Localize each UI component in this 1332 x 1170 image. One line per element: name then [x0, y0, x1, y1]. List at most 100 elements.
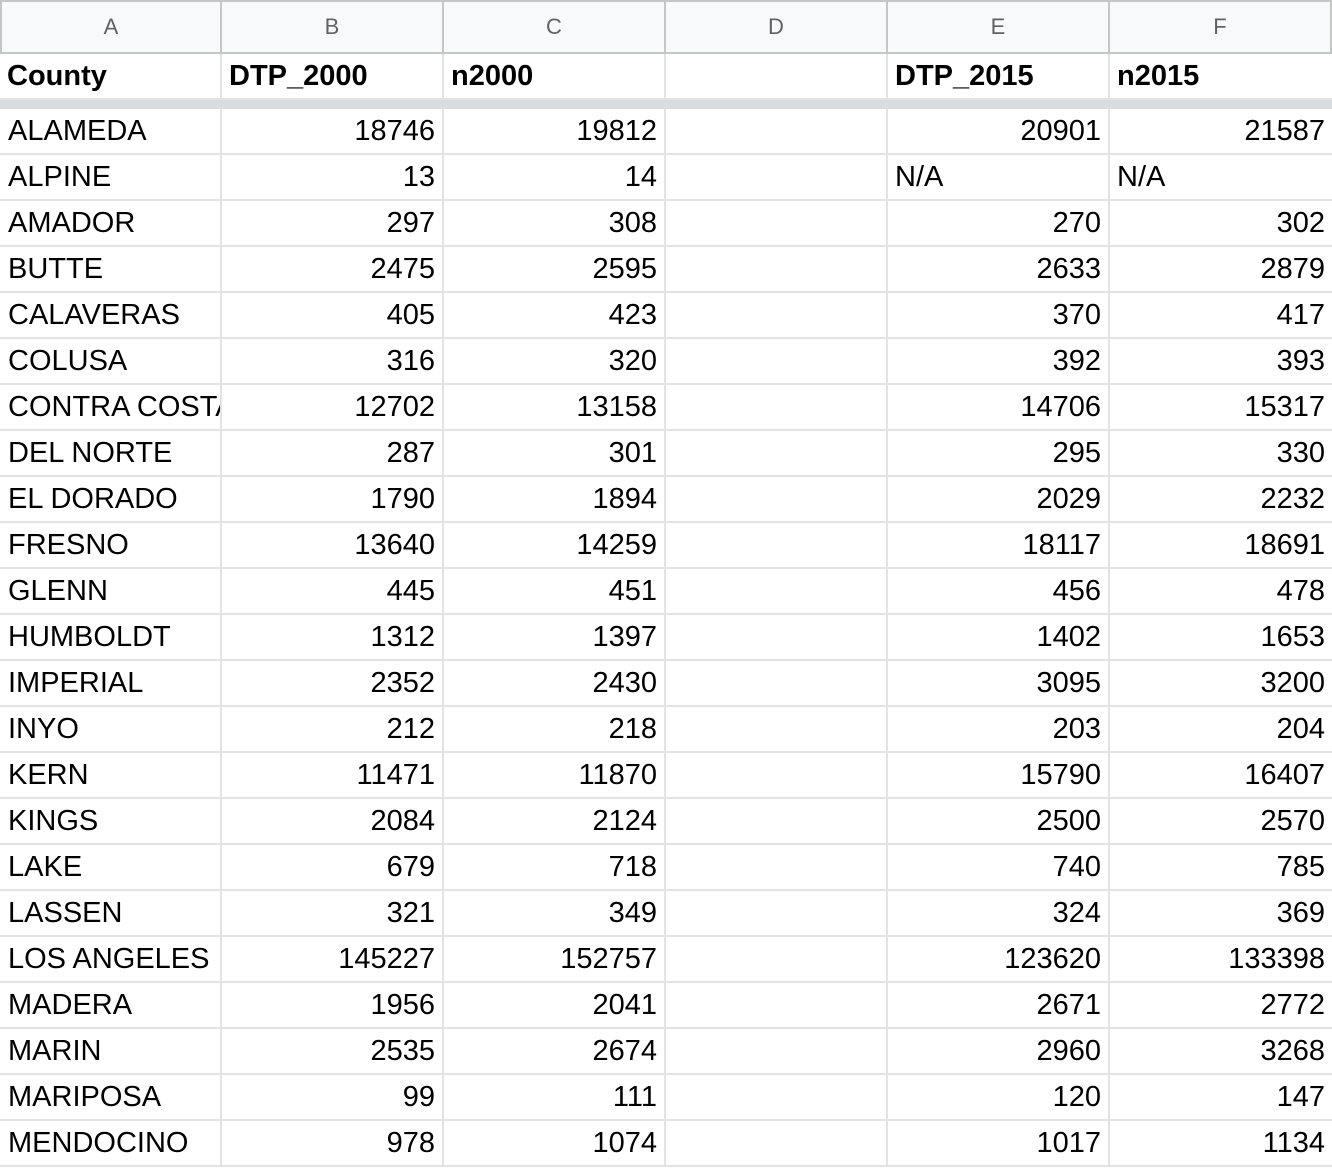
- value-cell[interactable]: [666, 109, 888, 155]
- value-cell[interactable]: 2475: [222, 247, 444, 293]
- value-cell[interactable]: 14706: [888, 385, 1110, 431]
- value-cell[interactable]: 1312: [222, 615, 444, 661]
- value-cell[interactable]: 152757: [444, 937, 666, 983]
- value-cell[interactable]: 147: [1110, 1075, 1332, 1121]
- value-cell[interactable]: 297: [222, 201, 444, 247]
- value-cell[interactable]: [666, 615, 888, 661]
- header-cell-n2015[interactable]: n2015: [1110, 54, 1332, 100]
- value-cell[interactable]: 2595: [444, 247, 666, 293]
- value-cell[interactable]: 99: [222, 1075, 444, 1121]
- value-cell[interactable]: 3200: [1110, 661, 1332, 707]
- county-cell[interactable]: BUTTE: [0, 247, 222, 293]
- value-cell[interactable]: 19812: [444, 109, 666, 155]
- value-cell[interactable]: 15317: [1110, 385, 1332, 431]
- value-cell[interactable]: 2500: [888, 799, 1110, 845]
- value-cell[interactable]: 679: [222, 845, 444, 891]
- value-cell[interactable]: 2674: [444, 1029, 666, 1075]
- value-cell[interactable]: N/A: [1110, 155, 1332, 201]
- value-cell[interactable]: 18117: [888, 523, 1110, 569]
- value-cell[interactable]: 11471: [222, 753, 444, 799]
- value-cell[interactable]: 1017: [888, 1121, 1110, 1167]
- value-cell[interactable]: 2041: [444, 983, 666, 1029]
- value-cell[interactable]: [666, 201, 888, 247]
- value-cell[interactable]: 2960: [888, 1029, 1110, 1075]
- value-cell[interactable]: 18746: [222, 109, 444, 155]
- county-cell[interactable]: MARIPOSA: [0, 1075, 222, 1121]
- value-cell[interactable]: 1894: [444, 477, 666, 523]
- value-cell[interactable]: 456: [888, 569, 1110, 615]
- county-cell[interactable]: ALPINE: [0, 155, 222, 201]
- value-cell[interactable]: 12702: [222, 385, 444, 431]
- value-cell[interactable]: 2430: [444, 661, 666, 707]
- value-cell[interactable]: 13640: [222, 523, 444, 569]
- value-cell[interactable]: 369: [1110, 891, 1332, 937]
- value-cell[interactable]: 740: [888, 845, 1110, 891]
- value-cell[interactable]: 718: [444, 845, 666, 891]
- county-cell[interactable]: CALAVERAS: [0, 293, 222, 339]
- value-cell[interactable]: 1397: [444, 615, 666, 661]
- value-cell[interactable]: 14259: [444, 523, 666, 569]
- value-cell[interactable]: 978: [222, 1121, 444, 1167]
- county-cell[interactable]: MENDOCINO: [0, 1121, 222, 1167]
- value-cell[interactable]: [666, 1029, 888, 1075]
- value-cell[interactable]: 417: [1110, 293, 1332, 339]
- value-cell[interactable]: 392: [888, 339, 1110, 385]
- value-cell[interactable]: 1074: [444, 1121, 666, 1167]
- value-cell[interactable]: 204: [1110, 707, 1332, 753]
- county-cell[interactable]: LAKE: [0, 845, 222, 891]
- column-header-e[interactable]: E: [888, 0, 1110, 54]
- value-cell[interactable]: [666, 1121, 888, 1167]
- county-cell[interactable]: EL DORADO: [0, 477, 222, 523]
- value-cell[interactable]: 370: [888, 293, 1110, 339]
- county-cell[interactable]: KINGS: [0, 799, 222, 845]
- value-cell[interactable]: 145227: [222, 937, 444, 983]
- header-cell-n2000[interactable]: n2000: [444, 54, 666, 100]
- value-cell[interactable]: [666, 891, 888, 937]
- county-cell[interactable]: LASSEN: [0, 891, 222, 937]
- value-cell[interactable]: 295: [888, 431, 1110, 477]
- value-cell[interactable]: [666, 937, 888, 983]
- header-cell-dtp-2000[interactable]: DTP_2000: [222, 54, 444, 100]
- value-cell[interactable]: 21587: [1110, 109, 1332, 155]
- frozen-row-divider[interactable]: [0, 100, 1332, 109]
- value-cell[interactable]: 11870: [444, 753, 666, 799]
- value-cell[interactable]: 212: [222, 707, 444, 753]
- value-cell[interactable]: 301: [444, 431, 666, 477]
- value-cell[interactable]: 785: [1110, 845, 1332, 891]
- value-cell[interactable]: 478: [1110, 569, 1332, 615]
- value-cell[interactable]: [666, 155, 888, 201]
- value-cell[interactable]: 445: [222, 569, 444, 615]
- value-cell[interactable]: [666, 339, 888, 385]
- value-cell[interactable]: 13: [222, 155, 444, 201]
- header-cell-dtp-2015[interactable]: DTP_2015: [888, 54, 1110, 100]
- value-cell[interactable]: 20901: [888, 109, 1110, 155]
- header-cell-empty[interactable]: [666, 54, 888, 100]
- value-cell[interactable]: 349: [444, 891, 666, 937]
- value-cell[interactable]: 270: [888, 201, 1110, 247]
- value-cell[interactable]: 16407: [1110, 753, 1332, 799]
- value-cell[interactable]: 330: [1110, 431, 1332, 477]
- header-cell-county[interactable]: County: [0, 54, 222, 100]
- value-cell[interactable]: 451: [444, 569, 666, 615]
- value-cell[interactable]: 302: [1110, 201, 1332, 247]
- value-cell[interactable]: 2879: [1110, 247, 1332, 293]
- value-cell[interactable]: [666, 431, 888, 477]
- value-cell[interactable]: 218: [444, 707, 666, 753]
- county-cell[interactable]: MADERA: [0, 983, 222, 1029]
- county-cell[interactable]: FRESNO: [0, 523, 222, 569]
- column-header-d[interactable]: D: [666, 0, 888, 54]
- value-cell[interactable]: [666, 799, 888, 845]
- column-header-a[interactable]: A: [0, 0, 222, 54]
- value-cell[interactable]: 1134: [1110, 1121, 1332, 1167]
- value-cell[interactable]: 2633: [888, 247, 1110, 293]
- value-cell[interactable]: 111: [444, 1075, 666, 1121]
- value-cell[interactable]: 120: [888, 1075, 1110, 1121]
- county-cell[interactable]: DEL NORTE: [0, 431, 222, 477]
- county-cell[interactable]: IMPERIAL: [0, 661, 222, 707]
- value-cell[interactable]: 1790: [222, 477, 444, 523]
- column-header-f[interactable]: F: [1110, 0, 1332, 54]
- value-cell[interactable]: 18691: [1110, 523, 1332, 569]
- value-cell[interactable]: 2232: [1110, 477, 1332, 523]
- value-cell[interactable]: [666, 293, 888, 339]
- value-cell[interactable]: 1653: [1110, 615, 1332, 661]
